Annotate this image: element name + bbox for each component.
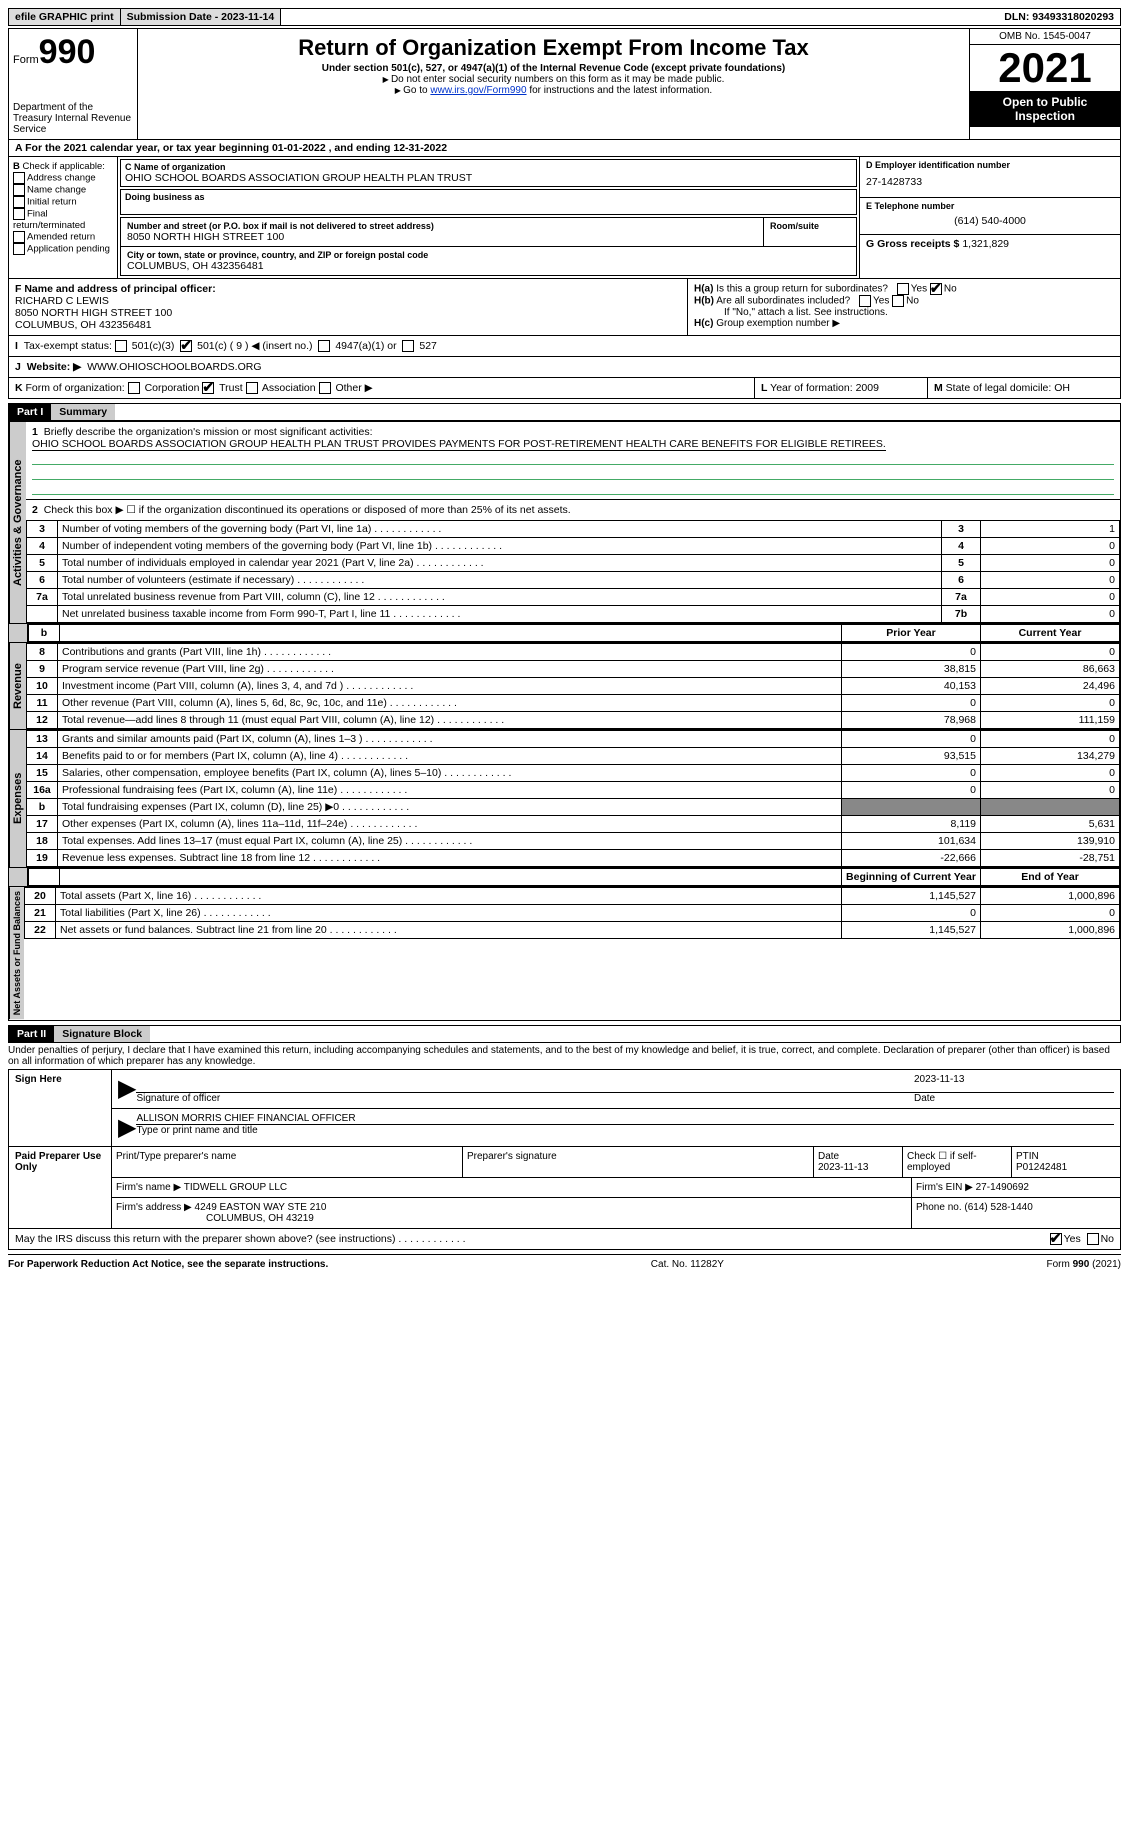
cb-address-change[interactable] <box>13 172 25 184</box>
ein-value: 27-1428733 <box>866 170 1114 194</box>
cb-amended[interactable] <box>13 231 25 243</box>
form-header: Form990 Department of the Treasury Inter… <box>8 28 1121 140</box>
arrow-icon: ▶ <box>118 1074 136 1104</box>
tab-expenses: Expenses <box>9 730 26 867</box>
cb-final-return[interactable] <box>13 208 25 220</box>
cb-name-change[interactable] <box>13 184 25 196</box>
self-employed-check[interactable]: Check ☐ if self-employed <box>903 1147 1012 1177</box>
cb-corp[interactable] <box>128 382 140 394</box>
topbar: efile GRAPHIC print Submission Date - 20… <box>8 8 1121 26</box>
prep-date: 2023-11-13 <box>818 1162 868 1173</box>
cb-trust[interactable] <box>202 382 214 394</box>
phone-label: E Telephone number <box>866 201 1114 211</box>
officer-name: RICHARD C LEWIS <box>15 295 109 307</box>
ptin-value: P01242481 <box>1016 1162 1067 1173</box>
officer-name-title: ALLISON MORRIS CHIEF FINANCIAL OFFICER <box>136 1113 1114 1125</box>
ha-yes[interactable] <box>897 283 909 295</box>
address-box: Number and street (or P.O. box if mail i… <box>120 217 857 276</box>
website-row: J Website: ▶ WWW.OHIOSCHOOLBOARDS.ORG <box>8 357 1121 378</box>
officer-h-section: F Name and address of principal officer:… <box>8 279 1121 336</box>
firm-name: TIDWELL GROUP LLC <box>184 1182 287 1193</box>
goto-note: Go to www.irs.gov/Form990 for instructio… <box>142 85 965 96</box>
org-name-box: C Name of organization OHIO SCHOOL BOARD… <box>120 159 857 187</box>
ein-label: D Employer identification number <box>866 160 1114 170</box>
submission-date: Submission Date - 2023-11-14 <box>121 9 282 25</box>
hb-yes[interactable] <box>859 295 871 307</box>
page-footer: For Paperwork Reduction Act Notice, see … <box>8 1254 1121 1270</box>
summary-section: Activities & Governance 1 Briefly descri… <box>8 421 1121 624</box>
firm-addr1: 4249 EASTON WAY STE 210 <box>195 1202 327 1213</box>
grid-expenses: 13Grants and similar amounts paid (Part … <box>26 730 1120 867</box>
org-name: OHIO SCHOOL BOARDS ASSOCIATION GROUP HEA… <box>125 172 852 184</box>
section-b-e: B Check if applicable: Address change Na… <box>8 157 1121 279</box>
discuss-yes[interactable] <box>1050 1233 1062 1245</box>
dept-treasury: Department of the Treasury Internal Reve… <box>13 102 133 135</box>
hb-no[interactable] <box>892 295 904 307</box>
omb-number: OMB No. 1545-0047 <box>970 29 1120 45</box>
form-org-row: K Form of organization: Corporation Trus… <box>8 378 1121 399</box>
cb-assoc[interactable] <box>246 382 258 394</box>
ha-no[interactable] <box>930 283 942 295</box>
cb-4947[interactable] <box>318 340 330 352</box>
arrow-icon: ▶ <box>118 1113 136 1142</box>
tax-status-row: I Tax-exempt status: 501(c)(3) 501(c) ( … <box>8 336 1121 357</box>
form-title: Return of Organization Exempt From Incom… <box>142 35 965 61</box>
cb-application-pending[interactable] <box>13 243 25 255</box>
dln: DLN: 93493318020293 <box>998 9 1120 25</box>
paid-preparer-label: Paid Preparer Use Only <box>9 1146 112 1228</box>
tab-activities: Activities & Governance <box>9 422 26 623</box>
line2-checkbox: 2 Check this box ▶ ☐ if the organization… <box>26 500 1120 520</box>
sig-date-value: 2023-11-13 <box>914 1074 1114 1093</box>
subtitle: Under section 501(c), 527, or 4947(a)(1)… <box>142 63 965 74</box>
city-state-zip: COLUMBUS, OH 432356481 <box>127 260 850 272</box>
website-url: WWW.OHIOSCHOOLBOARDS.ORG <box>87 361 261 373</box>
grid-activities: 3Number of voting members of the governi… <box>26 520 1120 623</box>
mission-text: OHIO SCHOOL BOARDS ASSOCIATION GROUP HEA… <box>32 438 886 451</box>
domicile-state: OH <box>1054 382 1070 394</box>
efile-button[interactable]: efile GRAPHIC print <box>9 9 121 25</box>
year-formation: 2009 <box>856 382 879 394</box>
street-address: 8050 NORTH HIGH STREET 100 <box>127 231 757 243</box>
part1-header: Part ISummary <box>8 403 1121 421</box>
signature-table: Sign Here ▶ Signature of officer 2023-11… <box>8 1069 1121 1229</box>
part2-header: Part IISignature Block <box>8 1025 1121 1043</box>
cb-501c3[interactable] <box>115 340 127 352</box>
officer-addr2: COLUMBUS, OH 432356481 <box>15 319 152 331</box>
discuss-no[interactable] <box>1087 1233 1099 1245</box>
ssn-note: Do not enter social security numbers on … <box>142 74 965 85</box>
firm-phone: (614) 528-1440 <box>964 1202 1032 1213</box>
grid-revenue: 8Contributions and grants (Part VIII, li… <box>26 643 1120 729</box>
cb-other[interactable] <box>319 382 331 394</box>
form-number: Form990 <box>13 33 133 72</box>
gross-receipts: 1,321,829 <box>962 238 1009 250</box>
tab-revenue: Revenue <box>9 643 26 729</box>
firm-addr2: COLUMBUS, OH 43219 <box>116 1213 314 1224</box>
perjury-statement: Under penalties of perjury, I declare th… <box>8 1043 1121 1069</box>
sign-here-label: Sign Here <box>9 1069 112 1146</box>
check-applicable: B Check if applicable: Address change Na… <box>9 157 118 278</box>
phone-value: (614) 540-4000 <box>866 211 1114 231</box>
tab-net-assets: Net Assets or Fund Balances <box>9 887 24 1019</box>
cb-527[interactable] <box>402 340 414 352</box>
cb-initial-return[interactable] <box>13 196 25 208</box>
dba-box: Doing business as <box>120 189 857 215</box>
irs-link[interactable]: www.irs.gov/Form990 <box>430 85 526 96</box>
tax-year: 2021 <box>970 45 1120 91</box>
public-inspection: Open to Public Inspection <box>970 91 1120 127</box>
grid-net-assets: 20Total assets (Part X, line 16)1,145,52… <box>24 887 1120 939</box>
officer-addr1: 8050 NORTH HIGH STREET 100 <box>15 307 172 319</box>
period-a: A For the 2021 calendar year, or tax yea… <box>8 140 1121 157</box>
firm-ein: 27-1490692 <box>976 1182 1029 1193</box>
discuss-row: May the IRS discuss this return with the… <box>8 1229 1121 1250</box>
cb-501c[interactable] <box>180 340 192 352</box>
